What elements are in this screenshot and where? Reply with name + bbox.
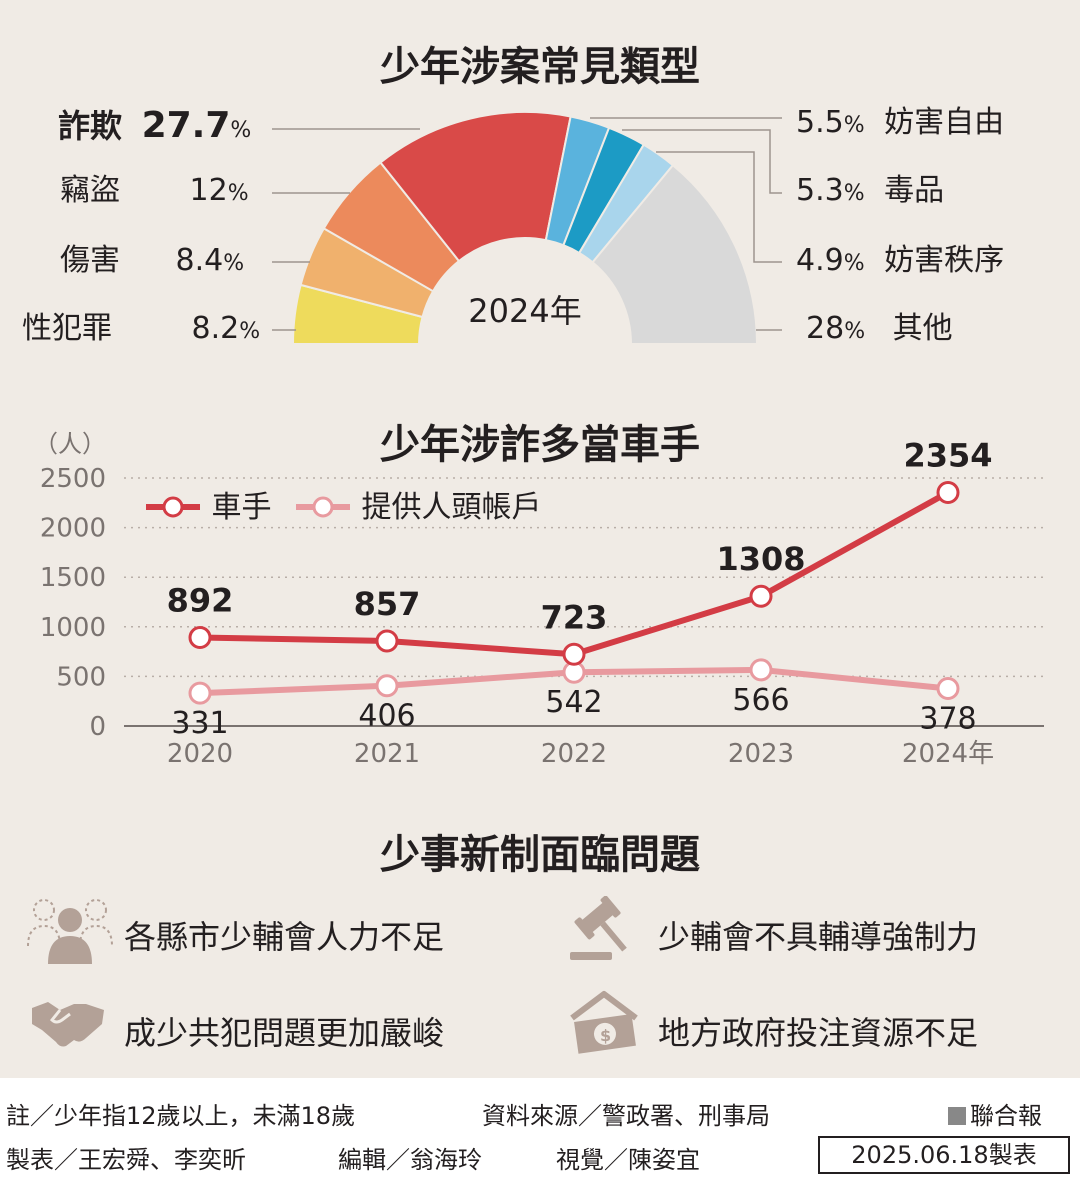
money-house-icon: $ [570, 991, 638, 1054]
label-drugs: 5.3% 毒品 [796, 176, 944, 206]
pct-symbol: % [239, 319, 261, 344]
pct-symbol: % [843, 113, 865, 138]
label-sexcrime: 性犯罪 8.2% [22, 314, 260, 344]
data-label-account: 566 [732, 683, 789, 718]
pct-symbol: % [843, 181, 865, 206]
footer-credits-editor: 編輯／翁海玲 [338, 1146, 482, 1174]
label-other-value: 28 [806, 311, 845, 346]
label-theft: 竊盜 12% [60, 176, 249, 206]
data-label-account: 542 [545, 685, 602, 720]
label-sexcrime-name: 性犯罪 [22, 311, 112, 346]
label-freedom: 5.5% 妨害自由 [796, 108, 1004, 138]
x-tick-label: 2022 [541, 739, 607, 769]
problem-3: 成少共犯問題更加嚴峻 [124, 1014, 445, 1052]
legend-runner-label: 車手 [211, 490, 272, 525]
label-theft-value: 12 [189, 173, 228, 208]
data-label-runner: 2354 [903, 436, 992, 474]
y-tick-label: 2500 [40, 464, 106, 494]
point-runner [936, 480, 960, 504]
y-tick-label: 2000 [40, 514, 106, 544]
footer: 註／少年指12歲以上，未滿18歲 資料來源／警政署、刑事局 製表／王宏舜、李奕昕… [0, 1078, 1080, 1184]
problem-2: 少輔會不具輔導強制力 [658, 918, 979, 956]
pie-slice-other [591, 163, 759, 345]
pie-chart [272, 111, 782, 345]
label-fraud-name: 詐欺 [58, 107, 123, 145]
x-tick-label: 2020 [167, 739, 233, 769]
legend-account-label: 提供人頭帳戶 [361, 490, 542, 525]
problem-1: 各縣市少輔會人力不足 [124, 918, 445, 956]
problems-title: 少事新制面臨問題 [380, 832, 700, 878]
leader-line [656, 151, 782, 263]
point-runner [375, 629, 399, 653]
pie-slice-fraud [379, 111, 572, 263]
brand-square-icon [948, 1107, 966, 1125]
footer-note: 註／少年指12歲以上，未滿18歲 [6, 1102, 356, 1130]
data-label-runner: 723 [541, 598, 608, 636]
label-other-name: 其他 [892, 311, 953, 346]
legend-runner-marker [146, 496, 200, 518]
label-freedom-name: 妨害自由 [884, 105, 1005, 140]
label-drugs-value: 5.3 [796, 173, 844, 208]
y-tick-label: 1500 [40, 563, 106, 593]
pie-center-label: 2024年 [468, 292, 582, 330]
gavel-icon [570, 896, 627, 960]
pct-symbol: % [843, 251, 865, 276]
pct-symbol: % [227, 181, 249, 206]
label-freedom-value: 5.5 [796, 105, 844, 140]
y-tick-label: 500 [56, 662, 106, 692]
infographic-panel: 少年涉案常見類型 2024年 詐欺 27.7% 竊盜 12% 傷害 8.4% 性… [0, 0, 1080, 1078]
pct-symbol: % [230, 118, 252, 143]
legend-account: 提供人頭帳戶 [294, 482, 542, 526]
y-tick-label: 0 [89, 712, 106, 742]
x-tick-label: 2023 [728, 739, 794, 769]
point-runner [749, 584, 773, 608]
label-injury-name: 傷害 [60, 243, 120, 278]
line-chart: 0 500 1000 1500 2000 2500 2020 2021 2022 2023 2024… [40, 436, 1044, 769]
data-label-runner: 892 [167, 582, 234, 620]
problem-4: 地方政府投注資源不足 [658, 1014, 979, 1052]
footer-credits-made: 製表／王宏舜、李奕昕 [6, 1146, 246, 1174]
x-tick-label: 2024年 [902, 739, 994, 769]
label-fraud-value: 27.7 [141, 105, 231, 146]
point-account [749, 658, 773, 682]
pct-symbol: % [223, 251, 245, 276]
people-icon [27, 899, 113, 964]
legend-runner: 車手 [144, 482, 272, 526]
svg-text:$: $ [600, 1026, 611, 1045]
label-sexcrime-value: 8.2 [191, 311, 240, 346]
label-fraud: 詐欺 27.7% [58, 108, 251, 144]
label-order-name: 妨害秩序 [884, 243, 1005, 278]
brand-name: 聯合報 [970, 1102, 1042, 1130]
legend-account-marker [296, 496, 350, 518]
data-label-runner: 1308 [716, 540, 805, 578]
y-unit-label: （人） [34, 430, 106, 458]
label-order: 4.9% 妨害秩序 [796, 246, 1004, 276]
y-tick-label: 1000 [40, 613, 106, 643]
data-label-account: 406 [358, 699, 415, 734]
data-label-account: 378 [919, 702, 976, 737]
footer-credits-visual: 視覺／陳姿宜 [556, 1146, 700, 1174]
point-account [936, 677, 960, 701]
label-other: 28% 其他 [806, 314, 953, 344]
label-injury-value: 8.4 [175, 243, 224, 278]
point-runner [188, 626, 212, 650]
point-account [188, 681, 212, 705]
point-runner [562, 642, 586, 666]
label-injury: 傷害 8.4% [60, 246, 244, 276]
label-order-value: 4.9 [796, 243, 844, 278]
line-title: 少年涉詐多當車手 [380, 422, 700, 468]
label-theft-name: 竊盜 [60, 173, 120, 208]
date-stamp: 2025.06.18製表 [818, 1136, 1070, 1174]
brand-logo: 聯合報 [948, 1096, 1042, 1131]
pie-title: 少年涉案常見類型 [380, 44, 700, 90]
handshake-icon [32, 1002, 104, 1047]
footer-source: 資料來源／警政署、刑事局 [482, 1102, 770, 1130]
point-account [375, 674, 399, 698]
leader-line [622, 129, 782, 194]
pct-symbol: % [844, 319, 866, 344]
data-label-account: 331 [171, 706, 228, 741]
label-drugs-name: 毒品 [884, 173, 945, 208]
x-tick-label: 2021 [354, 739, 420, 769]
data-label-runner: 857 [354, 585, 421, 623]
